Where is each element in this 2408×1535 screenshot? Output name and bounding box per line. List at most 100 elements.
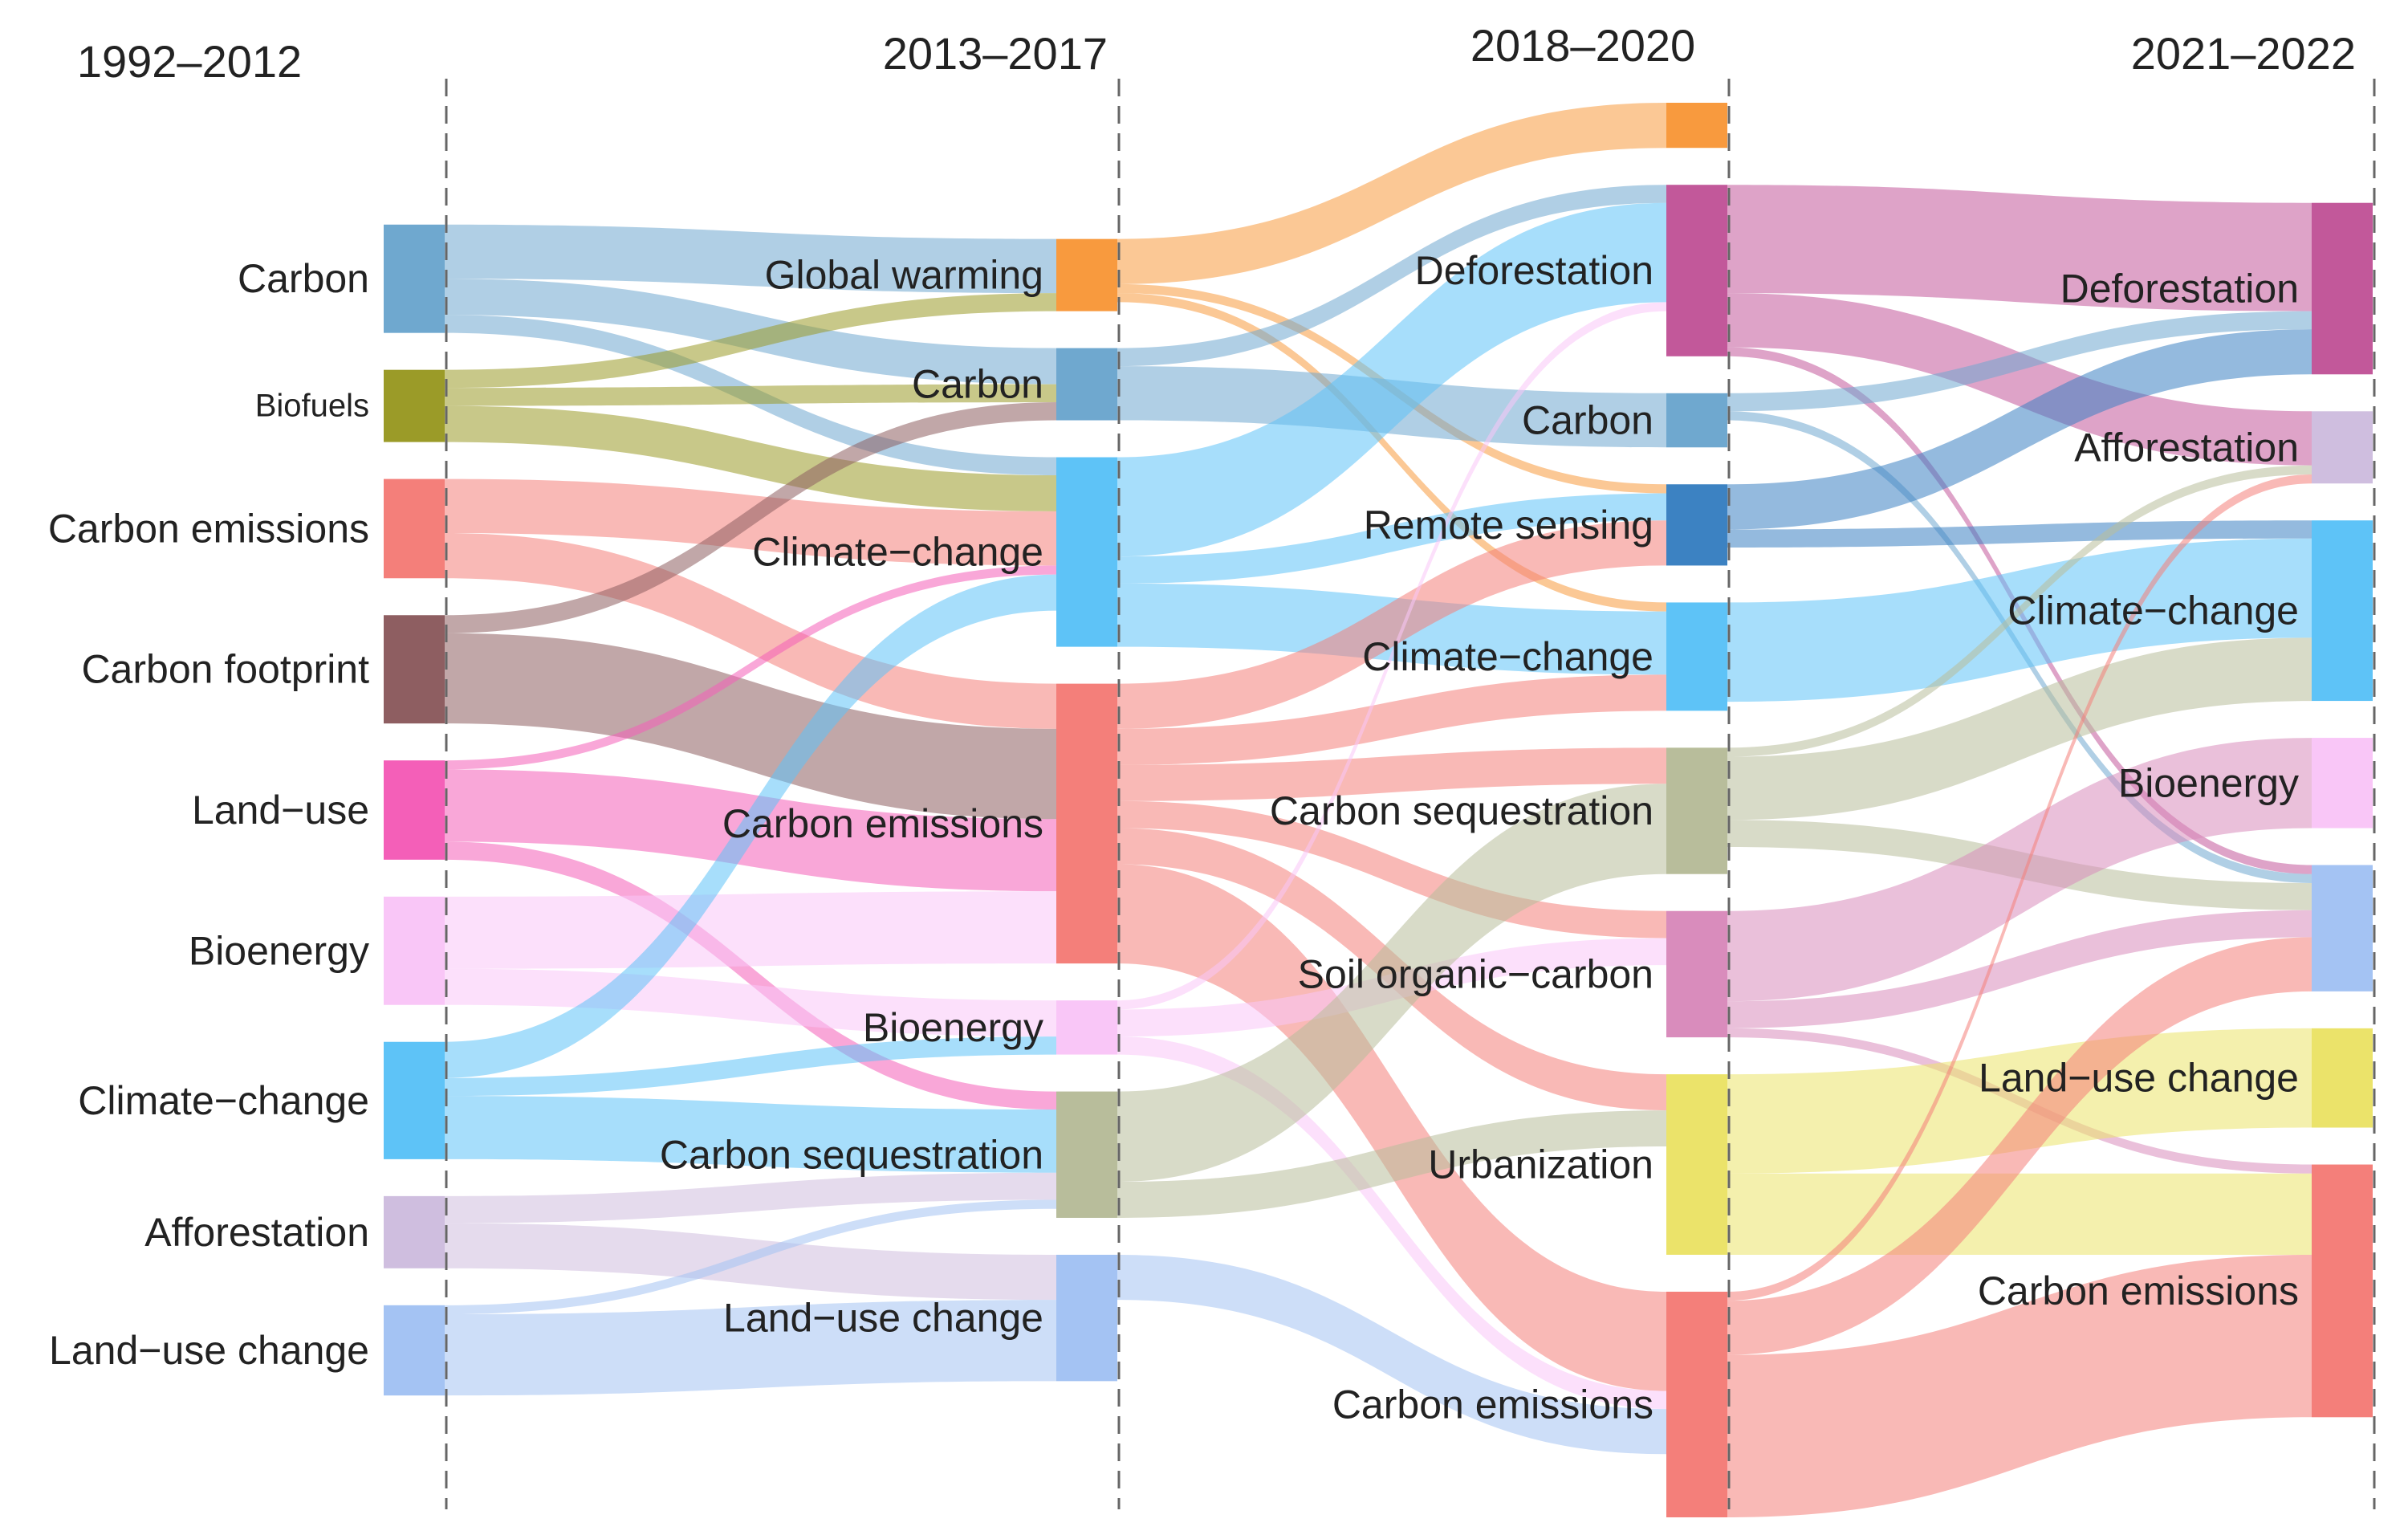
node-c1-carbon-sequestration[interactable]	[1056, 1091, 1117, 1218]
node-c1-climate-change[interactable]	[1056, 457, 1117, 647]
label-c2-carbon-sequestration: Carbon sequestration	[1270, 788, 1653, 833]
flow-c1-carbon-emissions-to-c2-carbon-emissions	[1117, 864, 1666, 1391]
flow-c0-afforestation-to-c1-carbon-sequestration	[445, 1172, 1056, 1224]
flow-c2-soil-organic-carbon-to-c3-land-use	[1727, 910, 2312, 1028]
node-c2-soil-organic-carbon[interactable]	[1666, 910, 1727, 1038]
node-c1-land-use-change[interactable]	[1056, 1254, 1117, 1382]
label-c2-remote-sensing: Remote sensing	[1364, 503, 1653, 548]
period-header-2021-2022: 2021–2022	[2131, 28, 2356, 79]
keyword-labels: Carbon Biofuels Carbon emissions Carbon foo…	[48, 248, 2299, 1427]
flow-c2-carbon-to-c3-deforestation	[1727, 311, 2312, 412]
label-c0-carbon-emissions: Carbon emissions	[48, 506, 369, 551]
flow-c2-urbanization-to-c3-land-use-change	[1727, 1028, 2312, 1174]
label-c0-bioenergy: Bioenergy	[189, 928, 369, 973]
label-c2-carbon-emissions: Carbon emissions	[1332, 1382, 1653, 1427]
node-c1-global-warming[interactable]	[1056, 238, 1117, 311]
flow-c1-carbon-emissions-to-c2-carbon-sequestration	[1117, 747, 1666, 801]
node-c2-carbon-sequestration[interactable]	[1666, 747, 1727, 874]
label-c1-carbon-sequestration: Carbon sequestration	[660, 1132, 1043, 1177]
node-c0-carbon[interactable]	[384, 224, 445, 333]
label-c0-land-use: Land−use	[192, 788, 369, 833]
period-header-2018-2020: 2018–2020	[1470, 20, 1695, 71]
node-c0-climate-change[interactable]	[384, 1041, 445, 1159]
node-c3-afforestation[interactable]	[2312, 411, 2373, 484]
label-c2-climate-change: Climate−change	[1362, 634, 1653, 679]
label-c3-deforestation: Deforestation	[2060, 266, 2299, 311]
flow-c0-carbon-footprint-to-c1-carbon-emissions	[445, 633, 1056, 820]
flow-c2-carbon-emissions-to-c3-afforestation	[1727, 474, 2312, 1301]
node-c0-land-use[interactable]	[384, 760, 445, 860]
flow-c0-climate-change-to-c1-carbon-sequestration	[445, 1096, 1056, 1173]
node-c2-remote-sensing[interactable]	[1666, 484, 1727, 566]
flow-c0-carbon-emissions-to-c1-carbon-emissions	[445, 533, 1056, 729]
flow-c0-carbon-to-c1-carbon	[445, 279, 1056, 385]
flow-c1-bioenergy-to-c2-carbon-emissions	[1117, 1036, 1666, 1410]
label-c2-urbanization: Urbanization	[1428, 1142, 1653, 1187]
node-c0-biofuels[interactable]	[384, 369, 445, 442]
flow-c2-deforestation-to-c3-afforestation	[1727, 293, 2312, 466]
flow-c0-land-use-change-to-c1-carbon-sequestration	[445, 1199, 1056, 1315]
flow-c1-climate-change-to-c2-remote-sensing	[1117, 493, 1666, 584]
label-c2-carbon: Carbon	[1522, 398, 1653, 443]
node-c2-climate-change[interactable]	[1666, 602, 1727, 711]
node-c0-bioenergy[interactable]	[384, 896, 445, 1005]
flow-c0-biofuels-to-c1-climate-change	[445, 405, 1056, 511]
label-c0-climate-change: Climate−change	[78, 1078, 369, 1123]
flow-c0-land-use-to-c1-carbon-sequestration	[445, 841, 1056, 1110]
label-c0-land-use-change: Land−use change	[49, 1328, 369, 1373]
flow-c2-carbon-sequestration-to-c3-climate-change	[1727, 637, 2312, 820]
label-c2-soil-organic-carbon: Soil organic−carbon	[1298, 951, 1653, 996]
flow-c2-remote-sensing-to-c3-climate-change	[1727, 520, 2312, 548]
node-c3-carbon-emissions[interactable]	[2312, 1164, 2373, 1418]
node-c2-carbon[interactable]	[1666, 393, 1727, 448]
flow-links	[445, 103, 2312, 1517]
node-c1-carbon[interactable]	[1056, 348, 1117, 421]
flow-c0-land-use-to-c1-climate-change	[445, 565, 1056, 770]
label-c0-carbon-footprint: Carbon footprint	[81, 647, 369, 692]
flow-c2-urbanization-to-c3-carbon-emissions	[1727, 1173, 2312, 1255]
node-c1-carbon-emissions[interactable]	[1056, 683, 1117, 964]
node-c2-global-warming[interactable]	[1666, 103, 1727, 149]
label-c1-carbon-emissions: Carbon emissions	[722, 801, 1043, 846]
flow-c0-biofuels-to-c1-carbon	[445, 384, 1056, 406]
label-c3-afforestation: Afforestation	[2074, 425, 2299, 470]
node-c1-bioenergy[interactable]	[1056, 1000, 1117, 1055]
period-separators	[445, 79, 2376, 1509]
flow-c0-carbon-footprint-to-c1-carbon	[445, 402, 1056, 633]
node-c2-deforestation[interactable]	[1666, 185, 1727, 356]
flow-c1-global-warming-to-c2-global-warming	[1117, 103, 1666, 284]
flow-c1-carbon-sequestration-to-c2-urbanization	[1117, 1110, 1666, 1218]
label-c3-carbon-emissions: Carbon emissions	[1978, 1268, 2299, 1313]
node-c3-land-use[interactable]	[2312, 865, 2373, 991]
flow-c2-carbon-emissions-to-c3-carbon-emissions	[1727, 1254, 2312, 1517]
period-header-1992-2012: 1992–2012	[77, 36, 302, 87]
label-c0-afforestation: Afforestation	[144, 1210, 369, 1255]
node-c2-urbanization[interactable]	[1666, 1074, 1727, 1255]
label-c1-bioenergy: Bioenergy	[863, 1005, 1043, 1050]
flow-c2-climate-change-to-c3-climate-change	[1727, 538, 2312, 702]
node-c2-carbon-emissions[interactable]	[1666, 1291, 1727, 1517]
label-c0-carbon: Carbon	[238, 256, 369, 301]
flow-c1-carbon-emissions-to-c2-climate-change	[1117, 674, 1666, 765]
label-c1-carbon: Carbon	[912, 362, 1043, 407]
flow-c0-bioenergy-to-c1-carbon-emissions	[445, 891, 1056, 969]
node-c0-carbon-footprint[interactable]	[384, 615, 445, 724]
flow-c0-bioenergy-to-c1-bioenergy	[445, 968, 1056, 1037]
flow-c1-land-use-change-to-c2-carbon-emissions	[1117, 1254, 1666, 1455]
flow-c1-carbon-emissions-to-c2-remote-sensing	[1117, 520, 1666, 729]
period-header-2013-2017: 2013–2017	[883, 28, 1108, 79]
node-c3-deforestation[interactable]	[2312, 202, 2373, 375]
flow-c2-remote-sensing-to-c3-deforestation	[1727, 329, 2312, 530]
node-c0-carbon-emissions[interactable]	[384, 478, 445, 579]
label-c1-climate-change: Climate−change	[752, 530, 1043, 575]
flow-c2-carbon-emissions-to-c3-land-use	[1727, 937, 2312, 1355]
flow-c1-climate-change-to-c2-deforestation	[1117, 202, 1666, 557]
node-c3-land-use-change[interactable]	[2312, 1028, 2373, 1128]
label-c1-land-use-change: Land−use change	[723, 1296, 1043, 1341]
node-c0-afforestation[interactable]	[384, 1195, 445, 1268]
keyword-nodes	[384, 103, 2373, 1517]
node-c3-climate-change[interactable]	[2312, 520, 2373, 702]
node-c3-bioenergy[interactable]	[2312, 738, 2373, 829]
node-c0-land-use-change[interactable]	[384, 1305, 445, 1396]
